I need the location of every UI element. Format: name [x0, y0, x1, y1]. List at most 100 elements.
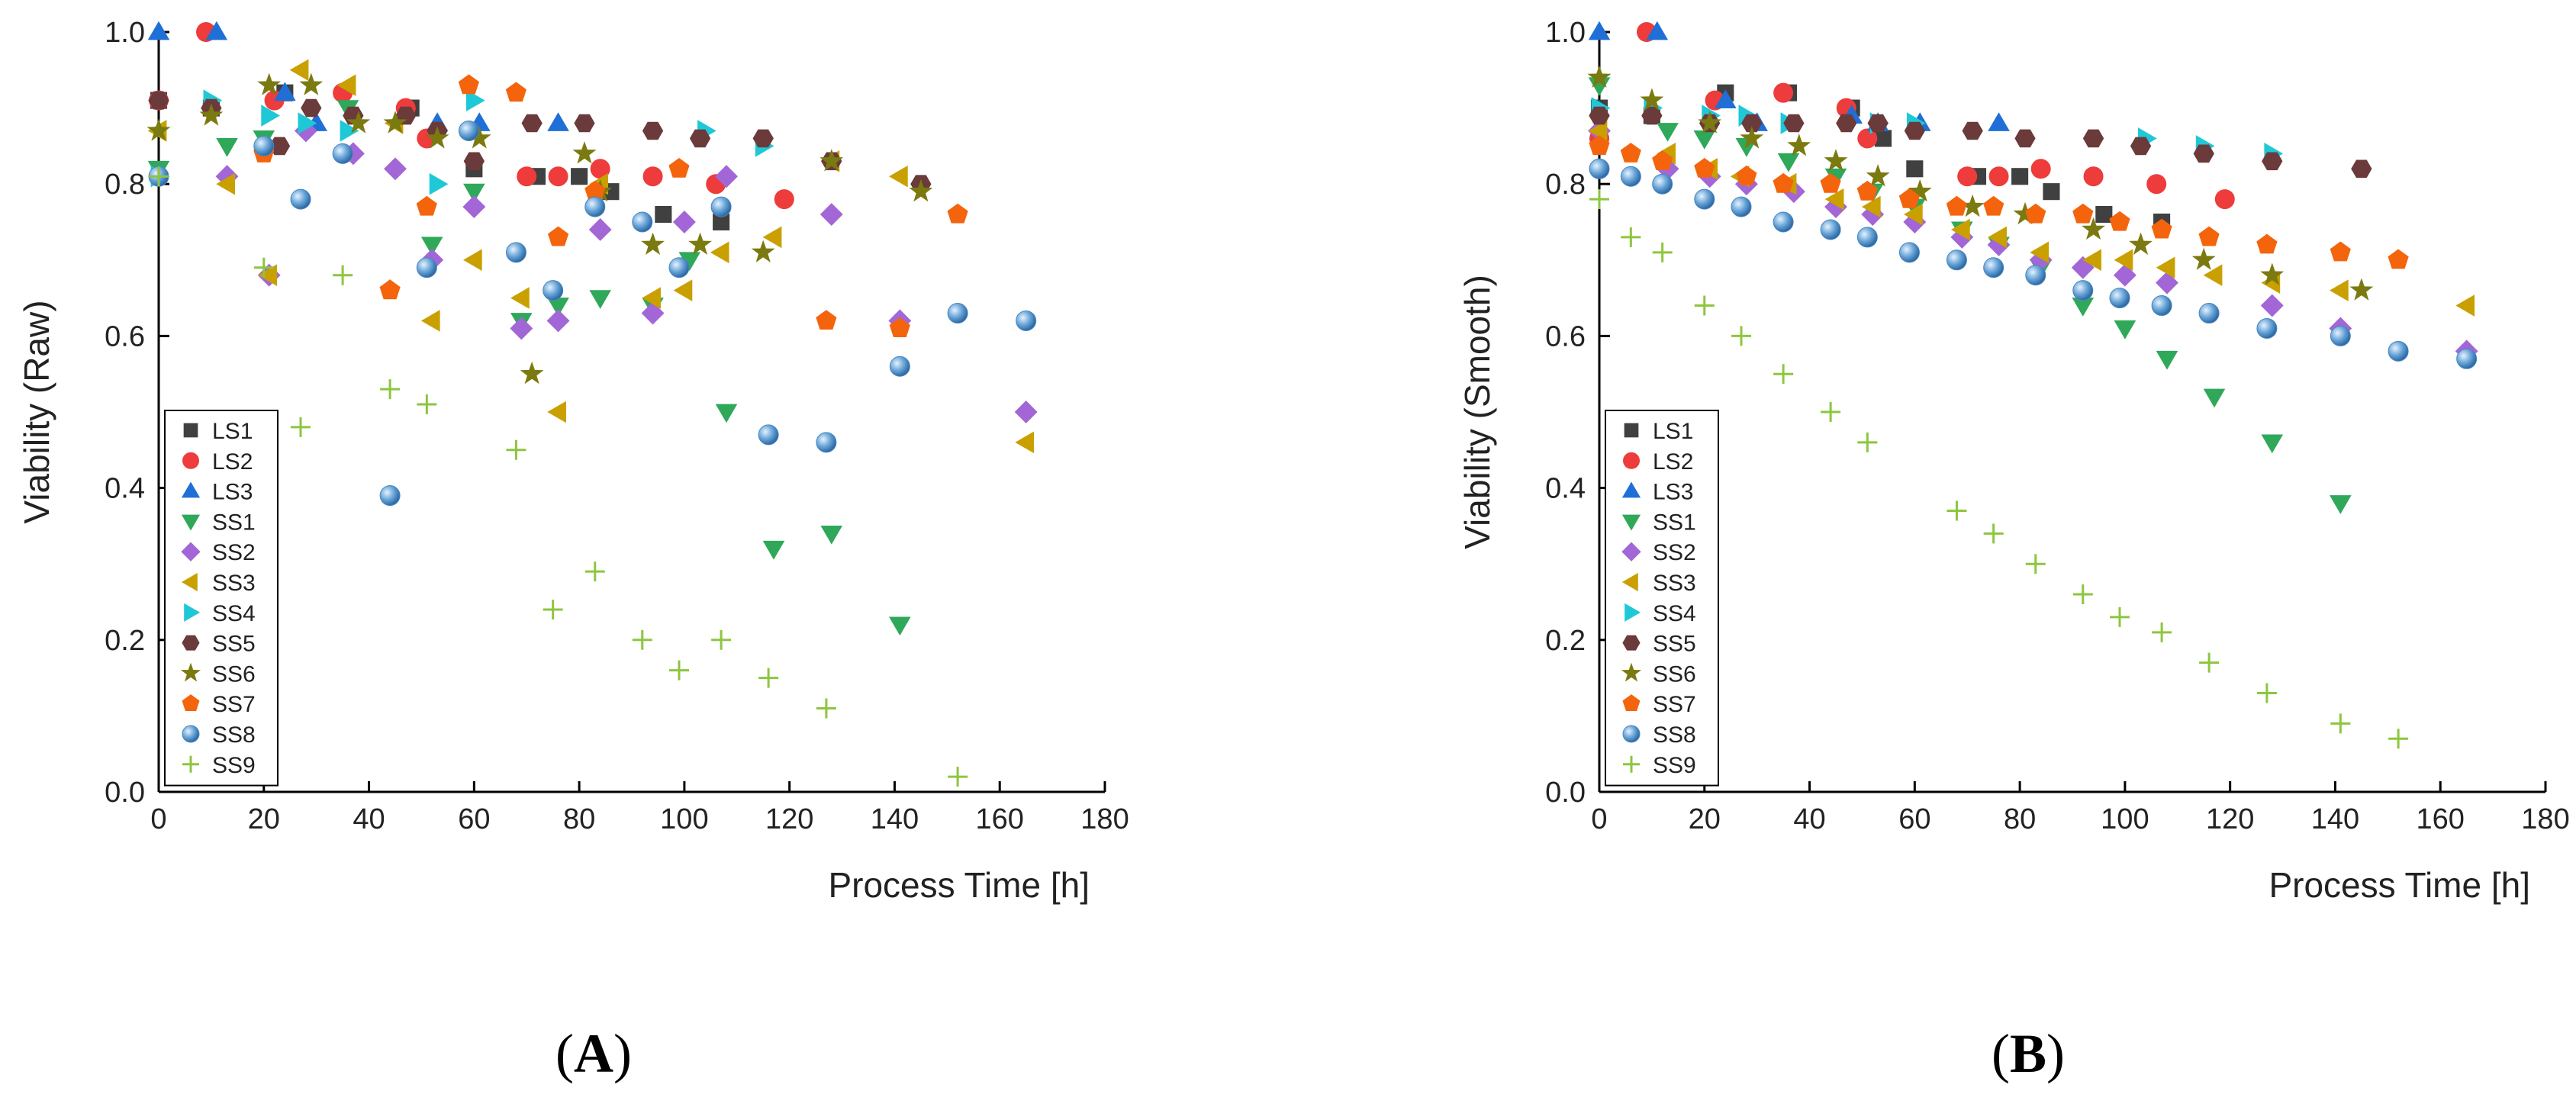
x-tick-label: 40: [353, 803, 385, 835]
legend-marker-ss4: [1624, 603, 1641, 622]
data-point-ss7: [2256, 233, 2278, 254]
data-point-ss6: [2260, 262, 2285, 285]
data-point-ls3: [1988, 112, 2010, 131]
data-point-ss5: [269, 137, 291, 156]
data-point-ss6: [2082, 217, 2105, 240]
y-tick-label: 0.8: [1545, 169, 1586, 201]
legend-label: LS2: [1653, 449, 1693, 475]
data-point-ss6: [2349, 278, 2374, 301]
x-axis-title: Process Time [h]: [828, 865, 1090, 905]
data-point-ss2: [384, 157, 407, 181]
data-point-ss8: [505, 242, 526, 263]
data-point-ls1: [2043, 183, 2060, 201]
legend-marker-ss2: [181, 542, 201, 561]
data-point-ss1: [820, 525, 843, 545]
data-point-ss9: [584, 561, 605, 582]
data-point-ss5: [301, 98, 322, 117]
data-point-ss3: [336, 74, 356, 97]
data-point-ss3: [258, 264, 278, 287]
data-point-ss9: [2025, 554, 2046, 574]
data-point-ss1: [889, 616, 911, 636]
data-point-ss6: [520, 361, 544, 385]
x-tick-label: 80: [2004, 803, 2036, 835]
data-point-ss6: [1960, 194, 1985, 217]
data-point-ss2: [462, 195, 486, 219]
legend-marker-ss9: [1623, 755, 1640, 773]
data-point-ls2: [2214, 189, 2235, 210]
data-point-ss8: [947, 303, 968, 324]
x-tick-label: 140: [2311, 803, 2359, 835]
data-point-ss7: [505, 82, 526, 102]
x-tick-label: 40: [1793, 803, 1825, 835]
legend-item-ss7: SS7: [1622, 692, 1696, 717]
data-point-ss6: [572, 141, 597, 164]
data-point-ss9: [2072, 584, 2093, 605]
data-point-ss2: [715, 165, 738, 188]
data-point-ss7: [1620, 143, 1641, 162]
data-point-ss1: [420, 236, 443, 256]
data-point-ss6: [1587, 65, 1612, 88]
legend-item-ss4: SS4: [184, 601, 256, 626]
data-point-ss8: [1773, 211, 1794, 233]
legend-item-ls1: LS1: [1624, 419, 1693, 444]
data-point-ss5: [2351, 159, 2372, 179]
data-point-ss9: [333, 265, 353, 285]
legend-label: SS1: [1653, 510, 1696, 535]
legend-item-ss6: SS6: [180, 661, 256, 687]
data-point-ls1: [713, 213, 730, 231]
data-point-ss4: [429, 172, 449, 195]
data-point-ss6: [147, 118, 171, 141]
data-point-ss7: [2151, 218, 2172, 239]
data-point-ss3: [420, 310, 440, 332]
x-tick-label: 80: [563, 803, 595, 835]
data-point-ss2: [510, 317, 533, 340]
data-point-ls2: [548, 166, 568, 187]
data-point-ss8: [2330, 325, 2351, 346]
data-point-ss8: [2198, 303, 2220, 324]
y-tick-label: 0.6: [1545, 320, 1586, 352]
data-point-ss9: [1694, 295, 1715, 316]
data-point-ls1: [655, 205, 672, 224]
data-point-ss3: [216, 172, 235, 195]
data-point-ss8: [1856, 227, 1878, 248]
data-point-ss6: [819, 149, 844, 172]
panel-a: 0 20 40 60 80 100 120 140 160 180 0.0 0.2 0.4 0.6 0.8 1…: [0, 0, 1135, 954]
x-tick-label: 120: [765, 803, 813, 835]
data-point-ss7: [1946, 195, 1967, 216]
legend-label: SS6: [1653, 661, 1696, 687]
x-tick-label: 140: [871, 803, 919, 835]
legend-item-ss3: SS3: [1621, 571, 1696, 596]
legend-item-ss1: SS1: [181, 510, 256, 535]
data-point-ss9: [1773, 364, 1794, 385]
legend-marker-ss3: [1621, 572, 1638, 592]
legend: LS1 LS2 LS3 SS1 SS2 SS3 SS4 SS5 SS6 SS7 SS8 SS9: [164, 410, 279, 787]
data-point-ss6: [425, 126, 449, 149]
data-point-ss7: [458, 74, 479, 95]
data-point-ss9: [417, 394, 437, 415]
data-point-ss6: [2191, 247, 2216, 270]
data-point-ss1: [1777, 153, 1800, 172]
data-point-ss4: [261, 105, 280, 127]
panel-b: 0 20 40 60 80 100 120 140 160 180 0.0 0.2 0.4 0.6 0.8 1…: [1441, 0, 2576, 954]
x-tick-label: 160: [2417, 803, 2465, 835]
data-point-ss6: [299, 72, 324, 95]
data-point-ss5: [642, 121, 664, 140]
data-point-ss9: [1946, 500, 1967, 521]
legend-label: LS1: [212, 419, 253, 444]
legend-item-ls3: LS3: [181, 480, 253, 505]
data-point-ls2: [774, 189, 794, 210]
data-point-ss5: [1741, 114, 1763, 133]
legend-marker-ss6: [1621, 662, 1642, 682]
data-point-ss8: [632, 211, 653, 233]
data-point-ss1: [1693, 130, 1716, 150]
data-point-ss9: [2199, 652, 2220, 673]
legend-marker-ss4: [184, 603, 201, 622]
legend-label: LS1: [1653, 419, 1693, 444]
data-point-ss1: [547, 298, 569, 317]
legend-marker-ss2: [1621, 542, 1641, 561]
data-point-ss3: [2330, 279, 2349, 301]
data-point-ss1: [463, 183, 485, 203]
legend-label: SS7: [1653, 692, 1696, 717]
data-point-ls3: [147, 21, 170, 40]
data-point-ss9: [2152, 622, 2172, 642]
